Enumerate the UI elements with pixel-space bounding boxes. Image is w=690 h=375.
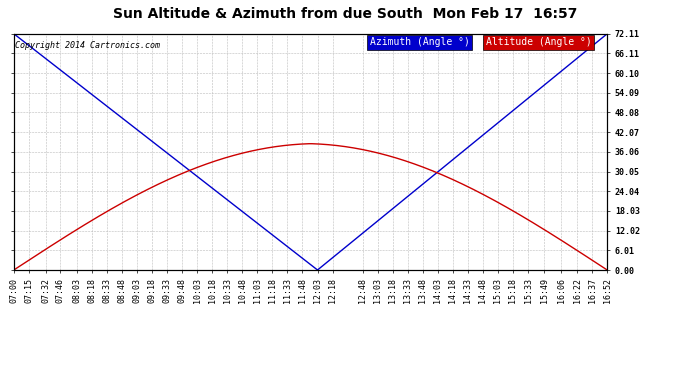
Text: Altitude (Angle °): Altitude (Angle °)	[486, 37, 591, 47]
Text: Azimuth (Angle °): Azimuth (Angle °)	[370, 37, 470, 47]
Text: Sun Altitude & Azimuth from due South  Mon Feb 17  16:57: Sun Altitude & Azimuth from due South Mo…	[112, 8, 578, 21]
Text: Copyright 2014 Cartronics.com: Copyright 2014 Cartronics.com	[15, 41, 160, 50]
